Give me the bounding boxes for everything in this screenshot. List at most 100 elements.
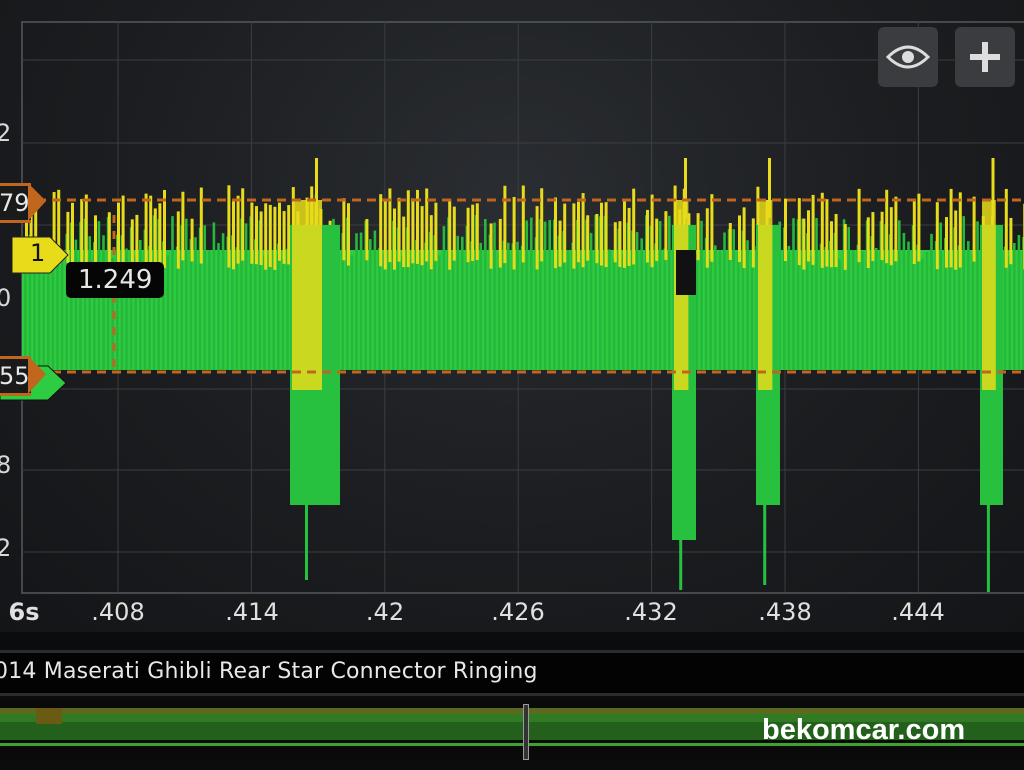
channel-a-trace — [737, 252, 740, 370]
channel-b-trace — [954, 210, 958, 270]
channel-b-trace — [273, 206, 277, 270]
channel-b-trace — [232, 198, 235, 270]
channel-a-trace — [723, 232, 726, 370]
channel-b-trace — [742, 207, 746, 269]
channel-a-trace — [668, 215, 671, 370]
channel-b-trace — [797, 198, 801, 266]
channel-b-trace — [586, 215, 590, 261]
channel-b-trace — [498, 218, 502, 268]
watermark: bekomcar.com — [762, 714, 966, 746]
eye-icon — [886, 45, 930, 69]
capture-title: 014 Maserati Ghibli Rear Star Connector … — [0, 659, 538, 684]
channel-b-trace — [347, 203, 350, 266]
channel-b-trace — [627, 207, 631, 266]
channel-b-trace — [489, 223, 493, 269]
scope-display[interactable]: 2 0 8 2 6s .408 .414 .42 .426 .432 .438 … — [0, 0, 1024, 632]
channel-a-trace — [971, 253, 975, 370]
channel-a-trace — [884, 224, 887, 370]
channel-a-trace — [930, 233, 933, 370]
channel-a-trace — [580, 250, 584, 370]
channel-a-trace — [470, 241, 473, 370]
channel-a-trace — [88, 236, 91, 370]
channel-a-trace — [497, 252, 501, 370]
channel-a-trace — [599, 216, 602, 370]
channel-a-trace — [355, 233, 358, 370]
channel-a-trace — [42, 237, 45, 370]
channel-b-trace — [241, 188, 245, 261]
channel-b-trace — [425, 188, 429, 262]
channel-b-trace — [388, 188, 392, 263]
channel-b-trace — [264, 203, 268, 270]
channel-a-trace — [967, 241, 970, 370]
channel-b-marker[interactable] — [12, 236, 70, 276]
channel-b-trace — [949, 188, 953, 268]
channel-b-trace — [1009, 217, 1013, 265]
y-label: 2 — [0, 534, 12, 562]
channel-a-trace — [640, 238, 643, 370]
channel-b-trace — [393, 208, 396, 270]
channel-a-trace — [488, 234, 492, 370]
channel-b-trace — [1004, 188, 1008, 268]
channel-a-trace — [543, 221, 547, 370]
channel-a-trace — [856, 244, 860, 370]
channel-b-trace — [945, 217, 948, 268]
channel-a-trace — [750, 251, 754, 370]
channel-a-trace — [166, 255, 170, 370]
channel-b-trace — [57, 189, 61, 265]
channel-a-trace — [438, 254, 441, 370]
channel-a-trace — [888, 234, 892, 370]
channel-a-trace — [189, 239, 193, 370]
channel-b-trace — [554, 197, 557, 269]
lower-threshold-marker[interactable]: 55 — [0, 356, 31, 396]
channel-a-trace — [129, 227, 133, 370]
channel-a-trace — [534, 237, 538, 370]
channel-a-trace — [263, 255, 266, 370]
channel-a-trace — [240, 218, 243, 370]
channel-a-trace — [221, 233, 225, 370]
x-label: .432 — [624, 598, 678, 626]
channel-b-trace — [52, 192, 56, 261]
channel-b-trace — [176, 211, 180, 269]
channel-a-trace — [824, 247, 827, 370]
upper-threshold-marker[interactable]: 79 — [0, 183, 31, 223]
add-button[interactable] — [955, 27, 1015, 87]
channel-b-trace — [581, 193, 585, 268]
channel-a-trace — [548, 220, 551, 370]
channel-b-trace — [383, 200, 387, 270]
x-label: .438 — [758, 598, 812, 626]
channel-b-trace — [250, 202, 254, 264]
channel-a-trace — [925, 252, 929, 370]
channel-b-burst — [758, 200, 773, 390]
channel-b-trace — [84, 194, 88, 269]
channel-a-trace — [957, 245, 961, 370]
view-button[interactable] — [878, 27, 938, 87]
channel-a-trace — [557, 235, 561, 370]
channel-b-trace — [411, 198, 415, 264]
channel-b-trace — [448, 198, 452, 270]
channel-a-trace — [635, 232, 639, 370]
channel-b-trace — [71, 202, 74, 263]
channel-a-trace — [47, 245, 50, 370]
channel-a-trace — [861, 250, 864, 370]
channel-a-trace — [594, 215, 597, 370]
channel-b-trace — [236, 195, 240, 264]
overview-position-handle[interactable] — [523, 704, 529, 760]
channel-a-trace — [631, 230, 634, 370]
channel-a-trace — [796, 219, 800, 370]
channel-a-trace — [695, 254, 699, 370]
overview-strip[interactable] — [0, 700, 1024, 760]
channel-a-trace — [658, 221, 662, 370]
waveform-plot[interactable] — [0, 0, 1024, 632]
channel-a-spike — [679, 540, 683, 590]
channel-a-trace — [838, 259, 841, 370]
channel-b-trace — [535, 206, 539, 270]
channel-a-trace — [378, 247, 381, 370]
channel-a-trace — [171, 216, 174, 370]
channel-a-trace — [162, 241, 165, 370]
channel-a-trace — [286, 248, 289, 370]
channel-a-trace — [212, 222, 216, 370]
channel-a-trace — [244, 223, 248, 370]
channel-a-trace — [626, 222, 630, 370]
channel-a-trace — [566, 250, 570, 370]
channel-a-trace — [461, 236, 464, 370]
